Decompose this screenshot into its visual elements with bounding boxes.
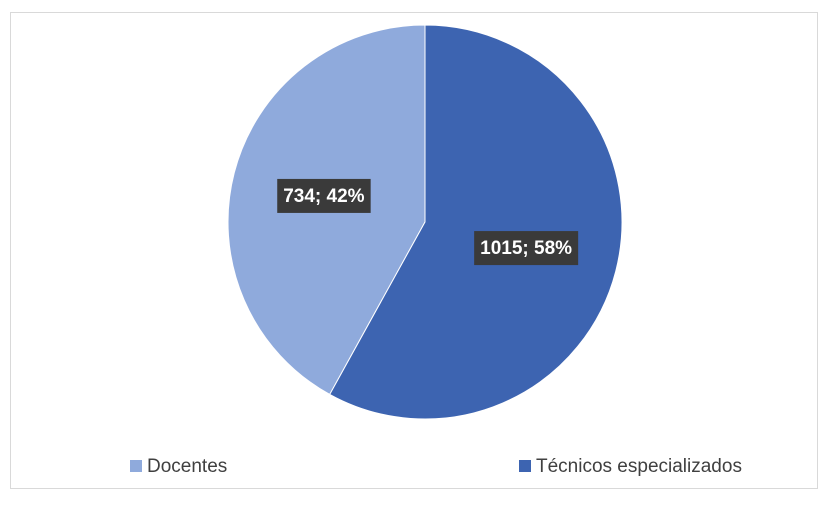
legend-label: Docentes	[147, 456, 227, 477]
legend-swatch	[519, 460, 531, 472]
legend-label: Técnicos especializados	[536, 456, 742, 477]
data-label-box	[277, 178, 371, 213]
data-label: 1015; 58%	[480, 238, 572, 259]
data-label-box	[474, 231, 579, 266]
pie-slice	[329, 24, 623, 420]
legend-swatch	[130, 460, 142, 472]
data-label: 734; 42%	[283, 186, 364, 207]
